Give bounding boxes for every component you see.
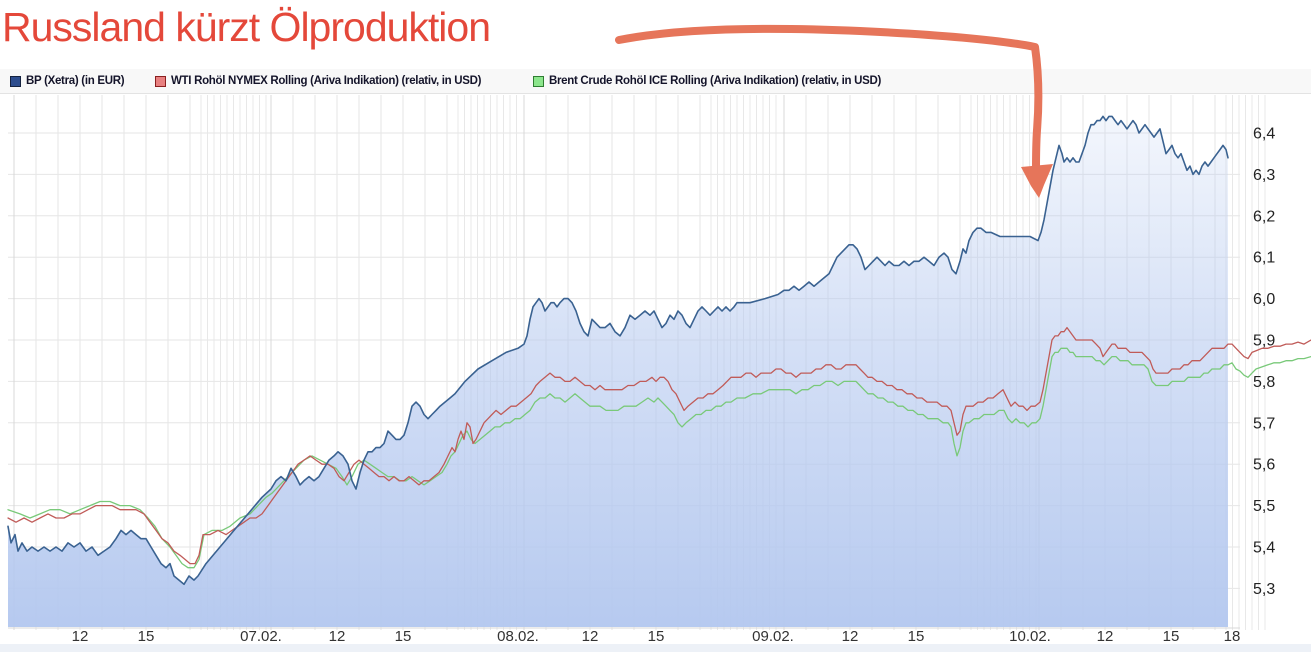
- wti-line: [7, 326, 1311, 565]
- x-tick-label: 15: [1163, 628, 1180, 645]
- x-tick-label: 15: [648, 628, 665, 645]
- bp-area: [8, 116, 1228, 628]
- bottom-strip: [0, 644, 1311, 652]
- y-tick-label: 6,3: [1253, 167, 1275, 184]
- brent-series-swatch-icon: [533, 75, 544, 87]
- x-tick-label: 15: [908, 628, 925, 645]
- legend-label: BP (Xetra) (in EUR): [26, 75, 125, 87]
- legend-item-bp[interactable]: BP (Xetra) (in EUR): [10, 69, 125, 93]
- legend-label: WTI Rohöl NYMEX Rolling (Ariva Indikatio…: [171, 75, 482, 87]
- y-tick-label: 5,5: [1253, 498, 1275, 515]
- legend-label: Brent Crude Rohöl ICE Rolling (Ariva Ind…: [549, 75, 882, 87]
- x-tick-label: 10.02.: [1009, 628, 1051, 645]
- annotation-title: Russland kürzt Ölproduktion: [2, 4, 491, 50]
- x-tick-label: 12: [329, 628, 346, 645]
- x-tick-label: 15: [138, 628, 155, 645]
- bp-line: [7, 115, 1229, 586]
- x-tick-label: 09.02.: [752, 628, 794, 645]
- x-tick-label: 12: [72, 628, 89, 645]
- y-tick-label: 5,7: [1253, 415, 1275, 432]
- x-tick-label: 18: [1224, 628, 1241, 645]
- x-tick-label: 12: [582, 628, 599, 645]
- y-tick-label: 6,4: [1253, 126, 1275, 143]
- legend-item-brent[interactable]: Brent Crude Rohöl ICE Rolling (Ariva Ind…: [533, 69, 881, 93]
- y-tick-label: 5,3: [1253, 581, 1275, 598]
- wti-series-swatch-icon: [155, 75, 166, 87]
- y-tick-label: 6,2: [1253, 208, 1275, 225]
- y-tick-label: 5,8: [1253, 374, 1275, 391]
- y-tick-label: 5,9: [1253, 333, 1275, 350]
- bp-series-swatch-icon: [10, 75, 21, 87]
- y-tick-label: 6,0: [1253, 291, 1275, 308]
- x-tick-label: 15: [395, 628, 412, 645]
- x-tick-label: 12: [842, 628, 859, 645]
- x-tick-label: 12: [1097, 628, 1114, 645]
- legend-item-wti[interactable]: WTI Rohöl NYMEX Rolling (Ariva Indikatio…: [155, 69, 481, 93]
- y-tick-label: 5,6: [1253, 457, 1275, 474]
- x-tick-label: 08.02.: [497, 628, 539, 645]
- x-tick-label: 07.02.: [240, 628, 282, 645]
- y-tick-label: 6,1: [1253, 250, 1275, 267]
- legend: BP (Xetra) (in EUR) WTI Rohöl NYMEX Roll…: [0, 69, 1311, 94]
- y-tick-label: 5,4: [1253, 540, 1275, 557]
